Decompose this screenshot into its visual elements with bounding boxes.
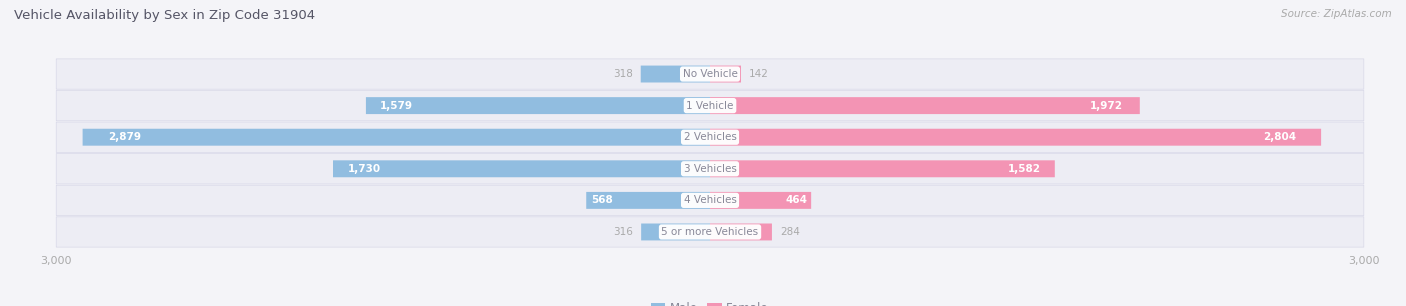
FancyBboxPatch shape [641, 223, 710, 241]
Text: 284: 284 [780, 227, 800, 237]
FancyBboxPatch shape [710, 65, 741, 83]
FancyBboxPatch shape [56, 91, 1364, 121]
Text: 1,579: 1,579 [380, 101, 413, 111]
FancyBboxPatch shape [710, 129, 1322, 146]
Text: 568: 568 [591, 195, 613, 205]
Text: 1,972: 1,972 [1090, 101, 1122, 111]
FancyBboxPatch shape [56, 59, 1364, 89]
FancyBboxPatch shape [56, 217, 1364, 247]
Text: 1 Vehicle: 1 Vehicle [686, 101, 734, 111]
Text: 2,879: 2,879 [108, 132, 141, 142]
FancyBboxPatch shape [56, 122, 1364, 152]
Text: 4 Vehicles: 4 Vehicles [683, 195, 737, 205]
FancyBboxPatch shape [83, 129, 710, 146]
FancyBboxPatch shape [710, 192, 811, 209]
FancyBboxPatch shape [333, 160, 710, 177]
Text: 1,582: 1,582 [1008, 164, 1040, 174]
FancyBboxPatch shape [586, 192, 710, 209]
Text: Vehicle Availability by Sex in Zip Code 31904: Vehicle Availability by Sex in Zip Code … [14, 9, 315, 22]
Text: No Vehicle: No Vehicle [682, 69, 738, 79]
Text: 318: 318 [613, 69, 633, 79]
FancyBboxPatch shape [56, 185, 1364, 215]
Text: Source: ZipAtlas.com: Source: ZipAtlas.com [1281, 9, 1392, 19]
Text: 2 Vehicles: 2 Vehicles [683, 132, 737, 142]
FancyBboxPatch shape [366, 97, 710, 114]
Text: 5 or more Vehicles: 5 or more Vehicles [661, 227, 759, 237]
Text: 142: 142 [749, 69, 769, 79]
FancyBboxPatch shape [710, 160, 1054, 177]
Text: 3 Vehicles: 3 Vehicles [683, 164, 737, 174]
FancyBboxPatch shape [641, 65, 710, 83]
Text: 1,730: 1,730 [349, 164, 381, 174]
FancyBboxPatch shape [710, 97, 1140, 114]
Text: 316: 316 [613, 227, 633, 237]
Text: 464: 464 [785, 195, 807, 205]
FancyBboxPatch shape [710, 223, 772, 241]
Legend: Male, Female: Male, Female [647, 297, 773, 306]
Text: 2,804: 2,804 [1264, 132, 1296, 142]
FancyBboxPatch shape [56, 154, 1364, 184]
